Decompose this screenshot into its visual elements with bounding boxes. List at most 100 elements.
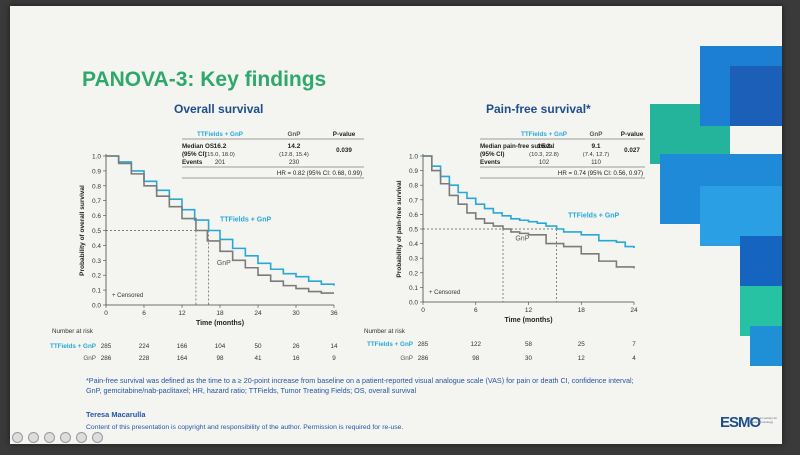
os-y-tick-label: 0.2	[92, 273, 101, 280]
pfs-y-tick-label: 0.9	[409, 168, 418, 175]
pfs-x-tick-label: 12	[525, 307, 533, 314]
pfs-risk-value: 25	[578, 341, 586, 348]
pfs-risk-row-label: GnP	[400, 355, 413, 362]
pfs-x-tick-label: 0	[421, 307, 425, 314]
pfs-y-tick-label: 0.4	[409, 241, 418, 248]
pfs-x-tick-label: 24	[630, 307, 638, 314]
pfs-hazard-ratio: HR = 0.74 (95% CI: 0.56, 0.97)	[558, 170, 643, 177]
os-y-tick-label: 1.0	[92, 154, 101, 161]
os-table-row-label: Median OS	[182, 143, 214, 150]
esmo-logo: ESMO	[720, 414, 761, 431]
os-risk-value: 166	[177, 343, 188, 350]
pfs-table-row-label: (95% CI)	[480, 151, 504, 158]
pfs-gnp-curve-label: GnP	[515, 236, 529, 243]
os-risk-row-label: TTFields + GnP	[50, 343, 96, 350]
pfs-table-events-label: Events	[480, 159, 501, 166]
pfs-table-pvalue: 0.027	[624, 147, 640, 154]
os-x-tick-label: 24	[254, 310, 262, 317]
os-hazard-ratio: HR = 0.82 (95% CI: 0.68, 0.99)	[277, 170, 362, 177]
copyright-notice: Content of this presentation is copyrigh…	[86, 424, 404, 431]
os-table-events-label: Events	[182, 159, 203, 166]
pfs-table-events: 102	[539, 159, 550, 166]
os-table-events: 230	[289, 159, 300, 166]
os-y-tick-label: 0.8	[92, 183, 101, 190]
os-table-median: 16.2	[214, 143, 227, 150]
pfs-y-tick-label: 0.2	[409, 270, 418, 277]
pen-icon[interactable]	[44, 432, 55, 443]
os-x-tick-label: 30	[292, 310, 300, 317]
pfs-risk-value: 58	[525, 341, 533, 348]
pfs-table-median: 15.2	[538, 143, 551, 150]
slides-icon[interactable]	[60, 432, 71, 443]
os-table-ci: (15.0, 18.0)	[205, 152, 235, 158]
pfs-risk-value: 4	[632, 355, 636, 362]
survival-charts: 0.0 0.1 0.2 0.3 0.4 0.5 0.6 0.7 0.8 0.9 1.0 0 6 12 18 2…	[50, 131, 645, 362]
pfs-censored-legend: + Censored	[429, 290, 460, 296]
slide-title: PANOVA-3: Key findings	[82, 68, 327, 91]
pfs-y-axis-label: Probability of pain-free survival	[396, 180, 403, 277]
pfs-risk-value: 12	[578, 355, 586, 362]
prev-icon[interactable]	[12, 432, 23, 443]
pfs-table-ci: (7.4, 12.7)	[583, 152, 609, 158]
pfs-y-tick-label: 1.0	[409, 154, 418, 161]
pfs-series-ttfields-line	[423, 155, 635, 248]
presentation-controls	[12, 432, 103, 443]
os-risk-value: 224	[139, 343, 150, 350]
next-icon[interactable]	[28, 432, 39, 443]
pfs-y-tick-label: 0.3	[409, 256, 418, 263]
pfs-x-axis-label: Time (months)	[504, 317, 552, 324]
os-table-header: TTFields + GnP	[197, 131, 243, 138]
pfs-y-tick-label: 0.8	[409, 183, 418, 190]
os-table-ci: (12.8, 15.4)	[279, 152, 309, 158]
os-y-tick-label: 0.9	[92, 168, 101, 175]
esmo-decoration	[650, 46, 782, 366]
os-y-tick-label: 0.5	[92, 228, 101, 235]
os-gnp-curve-label: GnP	[217, 260, 231, 267]
os-x-tick-label: 0	[104, 310, 108, 317]
pfs-table-header: P-value	[621, 131, 644, 138]
os-x-tick-label: 6	[142, 310, 146, 317]
pfs-risk-value: 285	[418, 341, 429, 348]
os-risk-value: 285	[101, 343, 112, 350]
pfs-y-tick-label: 0.0	[409, 300, 418, 307]
os-table-header: GnP	[288, 131, 301, 138]
slide: PANOVA-3: Key findings Overall survival …	[10, 6, 782, 444]
zoom-icon[interactable]	[76, 432, 87, 443]
pfs-risk-row-label: TTFields + GnP	[367, 341, 413, 348]
more-icon[interactable]	[92, 432, 103, 443]
pfs-ttfields-curve-label: TTFields + GnP	[568, 212, 619, 219]
os-censored-legend: + Censored	[112, 293, 143, 299]
os-risk-value: 41	[254, 355, 262, 362]
os-y-tick-label: 0.3	[92, 258, 101, 265]
pfs-risk-value: 122	[470, 341, 481, 348]
pfs-x-tick-label: 6	[474, 307, 478, 314]
pfs-risk-value: 7	[632, 341, 636, 348]
pfs-y-tick-label: 0.5	[409, 227, 418, 234]
os-y-tick-label: 0.4	[92, 243, 101, 250]
os-risk-value: 26	[292, 343, 300, 350]
pfs-y-tick-label: 0.6	[409, 212, 418, 219]
os-x-tick-label: 36	[330, 310, 338, 317]
os-risk-value: 50	[254, 343, 262, 350]
pfs-y-tick-label: 0.1	[409, 285, 418, 292]
os-x-tick-label: 12	[178, 310, 186, 317]
pfs-series-gnp-line	[423, 155, 635, 269]
footnote: *Pain-free survival was defined as the t…	[86, 376, 634, 395]
pfs-table-events: 110	[591, 159, 601, 166]
os-risk-value: 16	[292, 355, 300, 362]
pfs-risk-value: 98	[472, 355, 480, 362]
pfs-table-median: 9.1	[591, 143, 600, 150]
os-table-pvalue: 0.039	[336, 147, 352, 154]
os-x-tick-label: 18	[216, 310, 224, 317]
pfs-table-header: GnP	[590, 131, 603, 138]
os-y-tick-label: 0.0	[92, 303, 101, 310]
os-table-row-label: (95% CI)	[182, 151, 206, 158]
pfs-x-tick-label: 18	[578, 307, 586, 314]
pfs-table-header: TTFields + GnP	[521, 131, 567, 138]
os-risk-value: 164	[177, 355, 188, 362]
os-series-gnp-line	[106, 155, 334, 294]
os-panel-title: Overall survival	[174, 102, 264, 116]
pfs-table-row-label: Median pain-free survival	[480, 143, 555, 150]
pfs-risk-title: Number at risk	[364, 328, 406, 335]
os-risk-value: 98	[216, 355, 224, 362]
